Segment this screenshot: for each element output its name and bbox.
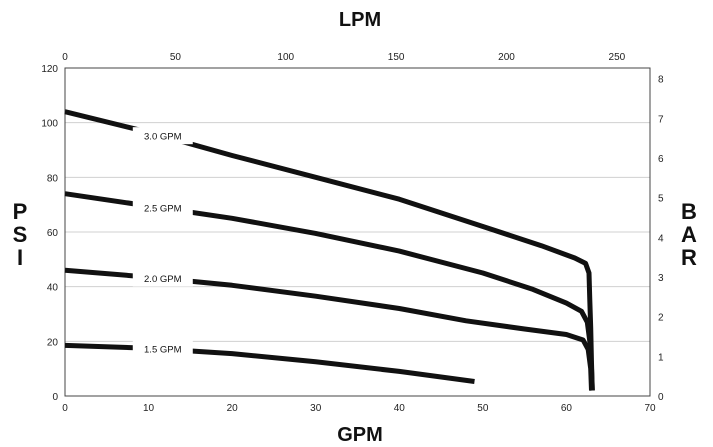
y2-axis-title-letter: R (681, 245, 697, 270)
curve-label: 3.0 GPM (144, 132, 182, 143)
x-tick-labels: 0 10 20 30 40 50 60 70 (62, 403, 656, 414)
series-line (64, 109, 595, 391)
y2-tick-label: 6 (658, 154, 664, 165)
series-line (64, 191, 595, 391)
x2-tick-labels: 0 50 100 150 200 250 (62, 52, 625, 63)
x2-tick-label: 250 (609, 52, 626, 63)
x2-axis-title: LPM (339, 9, 381, 31)
y-tick-label: 120 (41, 64, 58, 75)
y2-axis-title-letter: A (681, 222, 697, 247)
y-tick-label: 40 (47, 283, 59, 294)
y-tick-labels: 0 20 40 60 80 100 120 (41, 64, 58, 403)
y2-tick-label: 5 (658, 194, 664, 205)
y2-tick-label: 2 (658, 313, 664, 324)
x-tick-label: 10 (143, 403, 155, 414)
series-line (64, 267, 594, 391)
y-tick-label: 20 (47, 337, 59, 348)
y2-axis-title-letter: B (681, 199, 697, 224)
y-axis-title-letter: P (13, 199, 28, 224)
y2-tick-label: 4 (658, 233, 664, 244)
y-tick-label: 0 (52, 392, 58, 403)
x-tick-label: 50 (477, 403, 489, 414)
y2-tick-label: 1 (658, 352, 664, 363)
x2-tick-label: 100 (277, 52, 294, 63)
x2-tick-label: 50 (170, 52, 182, 63)
y-tick-label: 60 (47, 228, 59, 239)
y-tick-label: 100 (41, 119, 58, 130)
x2-tick-label: 200 (498, 52, 515, 63)
curves (64, 109, 595, 391)
curve-label: 2.5 GPM (144, 204, 182, 215)
y-axis-title-letter: S (13, 222, 28, 247)
x-tick-label: 0 (62, 403, 68, 414)
x-tick-label: 40 (394, 403, 406, 414)
curve-label-background (132, 199, 193, 217)
x-axis-title: GPM (337, 424, 383, 446)
x-tick-label: 60 (561, 403, 573, 414)
y2-tick-labels: 0 1 2 3 4 5 6 7 8 (658, 75, 664, 403)
curve-label-background (132, 127, 193, 145)
y2-tick-label: 7 (658, 114, 664, 125)
series-line (64, 342, 475, 384)
y2-tick-label: 0 (658, 392, 664, 403)
curve-label-background (132, 340, 193, 358)
x2-tick-label: 0 (62, 52, 68, 63)
plot-frame (64, 67, 651, 397)
x2-tick-label: 150 (388, 52, 405, 63)
x-tick-label: 70 (644, 403, 656, 414)
curve-label-background (132, 269, 193, 287)
y-tick-label: 80 (47, 173, 59, 184)
y-axis-title: PSI (13, 199, 28, 270)
y2-axis-title: BAR (681, 199, 697, 270)
curve-label: 2.0 GPM (144, 274, 182, 285)
y2-tick-label: 8 (658, 75, 664, 86)
x-tick-label: 20 (227, 403, 239, 414)
y-axis-title-letter: I (17, 245, 23, 270)
curve-labels: 3.0 GPM 2.5 GPM 2.0 GPM 1.5 GPM (132, 127, 193, 358)
x-tick-label: 30 (310, 403, 322, 414)
curve-label: 1.5 GPM (144, 345, 182, 356)
y2-tick-label: 3 (658, 273, 664, 284)
